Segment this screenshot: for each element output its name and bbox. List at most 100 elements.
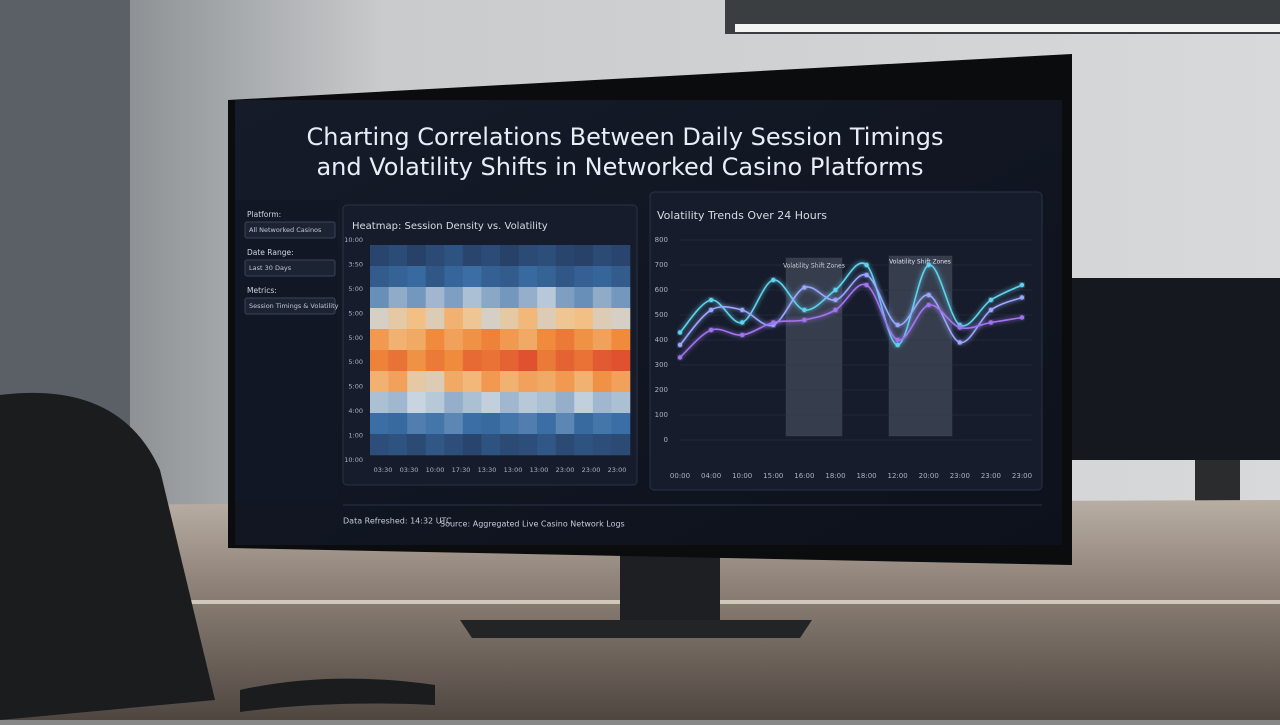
heat-cell — [425, 329, 445, 351]
x-tick-label: 23:00 — [950, 472, 970, 480]
heat-cell — [574, 245, 594, 267]
heat-cell — [462, 350, 482, 372]
heat-cell — [407, 413, 427, 435]
heat-cell — [444, 413, 464, 435]
monitor-neck — [620, 555, 720, 620]
point — [833, 287, 838, 293]
x-label: 23:00 — [608, 466, 627, 474]
point — [926, 302, 931, 308]
heat-cell — [555, 392, 575, 414]
heat-cell — [370, 266, 389, 288]
filter-value: Last 30 Days — [249, 264, 292, 272]
y-label: 3:50 — [348, 260, 363, 268]
heatmap: 10:00 3:50 5:00 5:00 5:00 5:00 5:00 4:00 1:00 10:… — [344, 236, 631, 474]
heat-cell — [462, 287, 482, 309]
x-label: 13:00 — [504, 466, 523, 474]
heat-cell — [444, 371, 464, 393]
x-tick-label: 23:00 — [1012, 472, 1032, 480]
point — [895, 322, 900, 328]
heat-cell — [611, 413, 631, 435]
heat-cell — [481, 413, 501, 435]
y-tick-label: 100 — [655, 411, 668, 419]
filter-select[interactable] — [244, 259, 336, 277]
heat-cell — [407, 350, 427, 372]
x-label: 10:00 — [426, 466, 445, 474]
heat-cell — [500, 287, 519, 309]
heat-cell — [500, 413, 519, 435]
light-strip — [735, 24, 1280, 32]
point — [677, 355, 683, 360]
heat-cell — [611, 266, 631, 288]
point — [833, 297, 838, 303]
x-label: 13:00 — [530, 466, 549, 474]
shift-zone — [785, 257, 843, 437]
y-tick-label: 0 — [664, 436, 668, 444]
heat-cell — [611, 434, 631, 456]
heat-cell — [425, 245, 445, 267]
heat-cell — [407, 434, 427, 456]
heat-cell — [407, 308, 427, 330]
heat-cell — [462, 245, 482, 267]
heat-cell — [481, 350, 501, 372]
heat-cell — [500, 266, 519, 288]
point — [677, 330, 683, 335]
point — [708, 327, 714, 333]
x-label: 23:00 — [582, 466, 601, 474]
heat-cell — [481, 371, 501, 393]
heat-cell — [462, 329, 482, 351]
filter-label: Platform: — [247, 210, 281, 219]
heat-cell — [407, 266, 427, 288]
heat-cell — [574, 350, 594, 372]
heat-cell — [444, 434, 464, 456]
point — [1019, 315, 1025, 320]
filters: Platform: All Networked Casinos Date Range… — [244, 210, 339, 315]
heat-cell — [518, 434, 538, 456]
point — [895, 342, 900, 348]
y-tick-label: 800 — [655, 236, 668, 244]
zone-label: Volatility Shift Zones — [783, 263, 845, 270]
point — [771, 277, 776, 283]
point — [988, 297, 994, 303]
x-tick-label: 04:00 — [701, 472, 721, 480]
x-label: 03:30 — [374, 466, 393, 474]
heat-cell — [481, 287, 501, 309]
heat-cell — [462, 392, 482, 414]
point — [739, 307, 745, 313]
heat-cell — [444, 350, 464, 372]
heat-cell — [370, 287, 389, 309]
background-monitor — [1070, 278, 1280, 460]
heat-cell — [407, 287, 427, 309]
heat-cell — [537, 350, 557, 372]
y-label: 5:00 — [348, 334, 363, 342]
point — [739, 332, 745, 338]
heat-cell — [444, 266, 464, 288]
heat-cell — [444, 329, 464, 351]
point — [895, 337, 900, 343]
heat-cell — [481, 245, 501, 267]
filter-select[interactable] — [244, 297, 336, 315]
heat-cell — [444, 287, 464, 309]
filter-select[interactable] — [244, 221, 336, 239]
heat-cell — [425, 392, 445, 414]
x-tick-label: 20:00 — [919, 472, 939, 480]
line-chart: 0 100 200 300 400 500 600 700 800 00:00 04:00 10:00… — [655, 236, 1032, 480]
heat-cell — [555, 287, 575, 309]
heat-cell — [574, 266, 594, 288]
heat-cell — [555, 308, 575, 330]
point — [771, 320, 776, 325]
heat-cell — [611, 350, 631, 372]
chair-arm — [240, 678, 435, 712]
point — [926, 292, 931, 298]
y-label: 5:00 — [348, 309, 363, 317]
heat-cell — [388, 245, 408, 267]
heat-cell — [388, 434, 408, 456]
panel-title: Volatility Trends Over 24 Hours — [657, 209, 827, 222]
title-line: and Volatility Shifts in Networked Casin… — [316, 153, 923, 181]
point — [677, 342, 683, 348]
footer-text: Data Refreshed: 14:32 UTC — [343, 517, 452, 526]
heat-cell — [425, 350, 445, 372]
x-tick-label: 23:00 — [981, 472, 1001, 480]
heat-cell — [500, 245, 519, 267]
point — [708, 307, 714, 313]
